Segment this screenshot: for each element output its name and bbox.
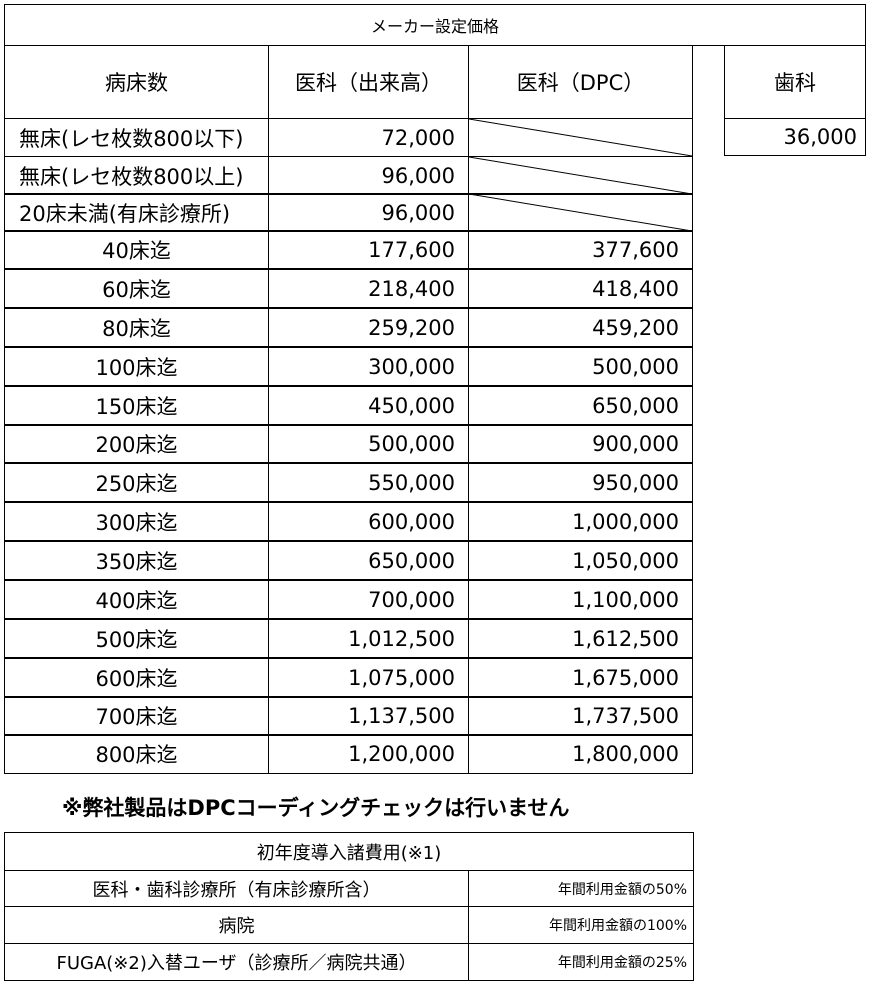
row-medical-dpc-empty <box>468 156 693 195</box>
row-medical-dpc: 950,000 <box>468 462 693 503</box>
row-medical-fee: 1,075,000 <box>268 657 469 698</box>
row-medical-fee: 72,000 <box>268 118 469 157</box>
row-medical-dpc: 1,050,000 <box>468 540 693 581</box>
row-label: 100床迄 <box>4 346 269 387</box>
row-medical-fee: 300,000 <box>268 346 469 387</box>
row-medical-fee: 1,137,500 <box>268 696 469 736</box>
initial-fee-row-value: 年間利用金額の25% <box>468 943 694 981</box>
row-medical-fee: 450,000 <box>268 385 469 426</box>
row-medical-dpc: 418,400 <box>468 268 693 309</box>
row-medical-fee: 1,200,000 <box>268 734 469 774</box>
row-medical-fee: 218,400 <box>268 268 469 309</box>
row-medical-dpc: 1,100,000 <box>468 579 693 620</box>
dental-value: 36,000 <box>724 118 866 156</box>
diagonal-slash <box>469 194 692 231</box>
row-label: 40床迄 <box>4 230 269 270</box>
row-medical-fee: 96,000 <box>268 156 469 195</box>
diagonal-slash <box>469 119 692 156</box>
row-medical-dpc: 1,800,000 <box>468 734 693 774</box>
row-label: 無床(レセ枚数800以下) <box>4 118 269 157</box>
notice-text: ※弊社製品はDPCコーディングチェックは行いません <box>62 796 570 820</box>
row-medical-dpc: 1,737,500 <box>468 696 693 736</box>
row-medical-fee: 650,000 <box>268 540 469 581</box>
row-medical-dpc: 1,675,000 <box>468 657 693 698</box>
row-medical-dpc-empty <box>468 193 693 232</box>
row-medical-fee: 500,000 <box>268 424 469 464</box>
row-medical-dpc: 900,000 <box>468 424 693 464</box>
row-label: 500床迄 <box>4 618 269 659</box>
row-label: 20床未満(有床診療所) <box>4 193 269 232</box>
diagonal-slash <box>469 157 692 194</box>
row-label: 600床迄 <box>4 657 269 698</box>
initial-fee-title: 初年度導入諸費用(※1) <box>4 832 694 871</box>
initial-fee-row-value: 年間利用金額の100% <box>468 906 694 944</box>
row-medical-fee: 96,000 <box>268 193 469 232</box>
row-medical-dpc: 459,200 <box>468 307 693 348</box>
row-medical-dpc: 1,612,500 <box>468 618 693 659</box>
initial-fee-row-label: 病院 <box>4 906 469 944</box>
row-medical-dpc: 500,000 <box>468 346 693 387</box>
header-medical-fee: 医科（出来高） <box>268 45 469 119</box>
row-label: 250床迄 <box>4 462 269 503</box>
row-medical-fee: 177,600 <box>268 230 469 270</box>
row-label: 150床迄 <box>4 385 269 426</box>
row-medical-fee: 259,200 <box>268 307 469 348</box>
row-label: 350床迄 <box>4 540 269 581</box>
initial-fee-row-label: 医科・歯科診療所（有床診療所含） <box>4 870 469 907</box>
row-label: 60床迄 <box>4 268 269 309</box>
row-medical-fee: 600,000 <box>268 501 469 542</box>
row-medical-dpc: 1,000,000 <box>468 501 693 542</box>
initial-fee-row-value: 年間利用金額の50% <box>468 870 694 907</box>
row-medical-fee: 700,000 <box>268 579 469 620</box>
row-medical-dpc: 650,000 <box>468 385 693 426</box>
row-label: 300床迄 <box>4 501 269 542</box>
initial-fee-row-label: FUGA(※2)入替ユーザ（診療所／病院共通） <box>4 943 469 981</box>
price-table: メーカー設定価格 病床数 医科（出来高） 医科（DPC） 歯科 36,000 無… <box>4 4 866 774</box>
row-label: 無床(レセ枚数800以上) <box>4 156 269 195</box>
row-medical-dpc: 377,600 <box>468 230 693 270</box>
